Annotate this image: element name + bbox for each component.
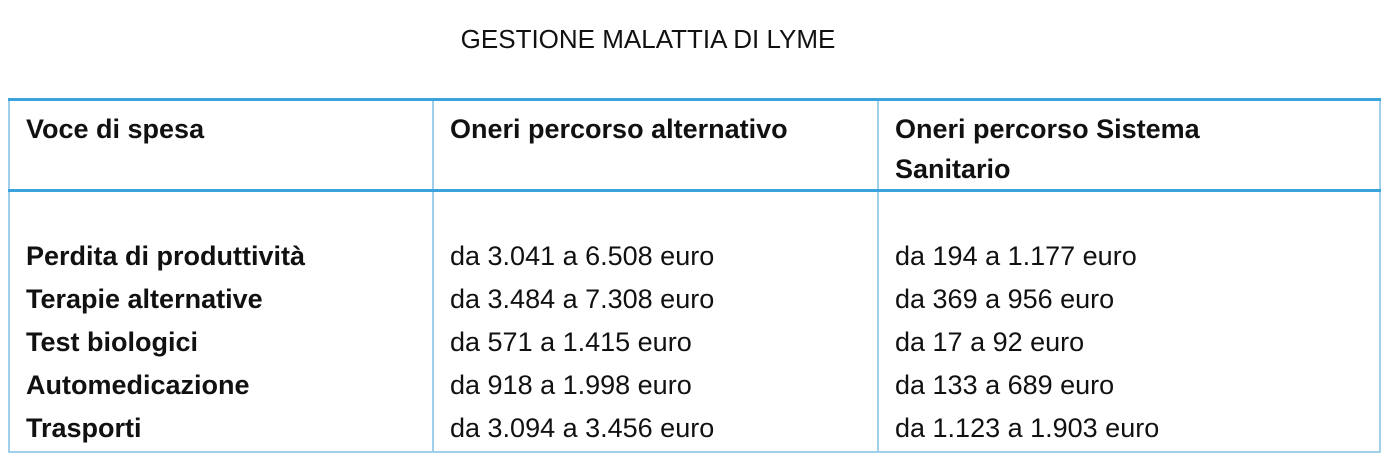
table-cell: Perdita di produttività [8, 236, 434, 279]
table-cell: da 1.123 a 1.903 euro [877, 408, 1381, 453]
empty-row [8, 190, 1381, 236]
header-text: Voce di spesa [26, 114, 205, 144]
cost-table: Voce di spesa Oneri percorso alternativo… [8, 98, 1381, 453]
cell [432, 190, 879, 236]
title: GESTIONE MALATTIA DI LYME [460, 24, 836, 54]
header-cell: Oneri percorso alternativo [432, 98, 879, 192]
table-row: Perdita di produttività da 3.041 a 6.508 … [8, 236, 1381, 279]
table-cell: da 369 a 956 euro [877, 279, 1381, 322]
cell [877, 190, 1381, 236]
table-cell: da 918 a 1.998 euro [432, 365, 879, 408]
cell [8, 190, 434, 236]
table-cell: Trasporti [8, 408, 434, 453]
header-text: Oneri percorso Sistema Sanitario [895, 114, 1200, 184]
header-text: Oneri percorso alternativo [450, 114, 788, 144]
table-cell: Automedicazione [8, 365, 434, 408]
table-row: Automedicazione da 918 a 1.998 euro da 133… [8, 365, 1381, 408]
table-cell: da 133 a 689 euro [877, 365, 1381, 408]
table-row: Test biologici da 571 a 1.415 euro da 17 a… [8, 322, 1381, 365]
table-cell: da 194 a 1.177 euro [877, 236, 1381, 279]
header-cell: Voce di spesa [8, 98, 434, 192]
table-cell: da 17 a 92 euro [877, 322, 1381, 365]
table-cell: Terapie alternative [8, 279, 434, 322]
table-cell: da 571 a 1.415 euro [432, 322, 879, 365]
table-cell: da 3.094 a 3.456 euro [432, 408, 879, 453]
header-cell: Oneri percorso Sistema Sanitario [877, 98, 1381, 192]
table-cell: Test biologici [8, 322, 434, 365]
header-row: Voce di spesa Oneri percorso alternativo… [8, 98, 1381, 192]
table-cell: da 3.484 a 7.308 euro [432, 279, 879, 322]
table-row: Terapie alternative da 3.484 a 7.308 euro… [8, 279, 1381, 322]
table-cell: da 3.041 a 6.508 euro [432, 236, 879, 279]
table-row: Trasporti da 3.094 a 3.456 euro da 1.123 a… [8, 408, 1381, 453]
